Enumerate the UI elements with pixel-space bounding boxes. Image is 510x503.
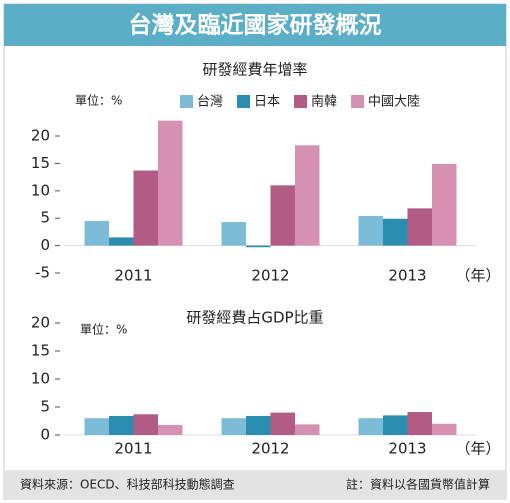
bar — [158, 120, 183, 246]
bar — [158, 424, 183, 435]
bar — [358, 418, 383, 435]
x-tick-label: 2013 — [388, 267, 426, 285]
bar — [432, 163, 457, 246]
bar — [246, 415, 271, 435]
header-bar — [4, 4, 506, 46]
x-tick-label: 2011 — [114, 440, 152, 458]
bar — [295, 145, 320, 246]
legend-label: 台灣 — [197, 95, 223, 110]
legend-label: 日本 — [254, 95, 280, 110]
bar — [432, 423, 457, 435]
chart-title: 研發經費占GDP比重 — [186, 309, 323, 327]
bar — [133, 414, 158, 435]
bar — [109, 237, 134, 246]
bar — [221, 222, 246, 246]
y-tick-label: 15 — [31, 342, 50, 360]
unit-label: 單位：% — [75, 93, 122, 108]
x-tick-label: 2011 — [114, 267, 152, 285]
y-tick-label: 10 — [31, 181, 50, 199]
unit-label: 單位：% — [80, 322, 127, 337]
legend-label: 中國大陸 — [368, 94, 420, 110]
source: 資料來源：OECD、科技部科技動態調查 — [20, 477, 235, 492]
y-tick-label: 10 — [31, 370, 50, 388]
y-tick-label: 20 — [31, 314, 50, 332]
y-tick-label: 20 — [31, 127, 50, 145]
bar — [270, 185, 295, 246]
bar — [295, 424, 320, 435]
header-title: 台灣及臨近國家研發概況 — [129, 12, 382, 39]
legend-swatch — [294, 95, 308, 108]
chart-title: 研發經費年增率 — [202, 61, 307, 79]
x-tick-label: 2012 — [251, 440, 289, 458]
bar — [133, 170, 158, 246]
bar — [383, 415, 408, 435]
bar — [407, 208, 432, 246]
footer-bar — [4, 470, 506, 499]
bar — [221, 418, 246, 435]
y-tick-label: 5 — [40, 398, 50, 416]
y-tick-label: -5 — [35, 264, 50, 282]
bar — [383, 218, 408, 246]
bar — [358, 216, 383, 246]
bar — [109, 415, 134, 435]
x-unit-label: （年） — [455, 440, 500, 458]
legend-swatch — [351, 95, 365, 108]
y-tick-label: 15 — [31, 154, 50, 172]
y-tick-label: 0 — [40, 426, 50, 444]
x-tick-label: 2013 — [388, 440, 426, 458]
bar — [84, 418, 109, 435]
bar — [84, 220, 109, 246]
note: 註：資料以各國貨幣值計算 — [346, 477, 490, 492]
bar — [270, 412, 295, 435]
bar — [246, 245, 271, 248]
y-tick-label: 0 — [40, 236, 50, 254]
x-unit-label: （年） — [455, 267, 500, 285]
legend-swatch — [237, 95, 251, 108]
y-tick-label: 5 — [40, 209, 50, 227]
bar — [407, 412, 432, 435]
legend-label: 南韓 — [311, 94, 337, 110]
legend-swatch — [180, 95, 193, 108]
x-tick-label: 2012 — [251, 267, 289, 285]
